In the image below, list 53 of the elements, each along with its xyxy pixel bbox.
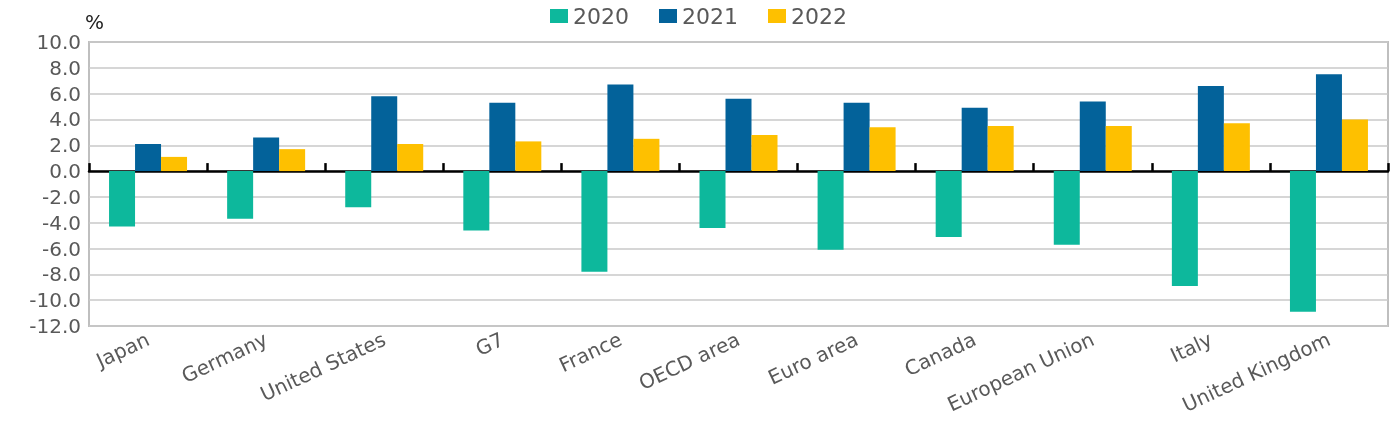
bar [515, 141, 542, 172]
y-tick-label: -10.0 [29, 288, 81, 313]
bar [751, 134, 778, 172]
bar [633, 138, 660, 172]
bar [463, 171, 490, 231]
legend-label: 2021 [682, 3, 739, 29]
bar [371, 96, 398, 172]
bar [843, 102, 870, 172]
bar [935, 171, 962, 237]
legend-label: 2020 [573, 3, 630, 29]
y-tick-label: -6.0 [41, 236, 81, 261]
x-tick-label: Italy [1166, 327, 1217, 368]
bar [699, 171, 726, 228]
bar [961, 107, 988, 172]
x-tick-label: Euro area [764, 327, 862, 390]
y-tick-label: -2.0 [41, 184, 81, 209]
bar [607, 84, 634, 172]
y-tick-label: -8.0 [41, 262, 81, 287]
bar [1197, 85, 1224, 172]
bar [397, 143, 424, 172]
y-axis-title: % [85, 10, 105, 35]
bar [869, 127, 896, 172]
bar [1053, 171, 1080, 245]
bar [345, 171, 372, 208]
bar [581, 171, 608, 272]
bar [135, 143, 162, 172]
y-tick-label: 4.0 [49, 107, 81, 132]
x-tick-label: G7 [471, 327, 508, 361]
y-tick-label: 0.0 [49, 159, 81, 184]
y-tick-label: 10.0 [36, 30, 81, 54]
bar [1079, 101, 1106, 172]
bar [1341, 119, 1368, 172]
legend-label: 2022 [790, 3, 847, 29]
bar [109, 171, 136, 227]
bar [227, 171, 254, 219]
bar [817, 171, 844, 250]
y-tick-label: 6.0 [49, 81, 81, 106]
bar [1105, 125, 1132, 172]
x-tick-label: OECD area [635, 327, 744, 395]
bar [1171, 171, 1198, 286]
y-tick-label: -12.0 [29, 314, 81, 338]
bar [161, 156, 188, 172]
bar [489, 102, 516, 172]
bar [279, 149, 306, 172]
bar [987, 125, 1014, 172]
bar [1223, 123, 1250, 172]
y-tick-label: 8.0 [49, 55, 81, 80]
bar [1315, 74, 1342, 172]
y-tick-label: 2.0 [49, 133, 81, 158]
bar [1289, 171, 1316, 312]
y-tick-label: -4.0 [41, 210, 81, 235]
bar [725, 98, 752, 172]
bar [253, 137, 280, 172]
